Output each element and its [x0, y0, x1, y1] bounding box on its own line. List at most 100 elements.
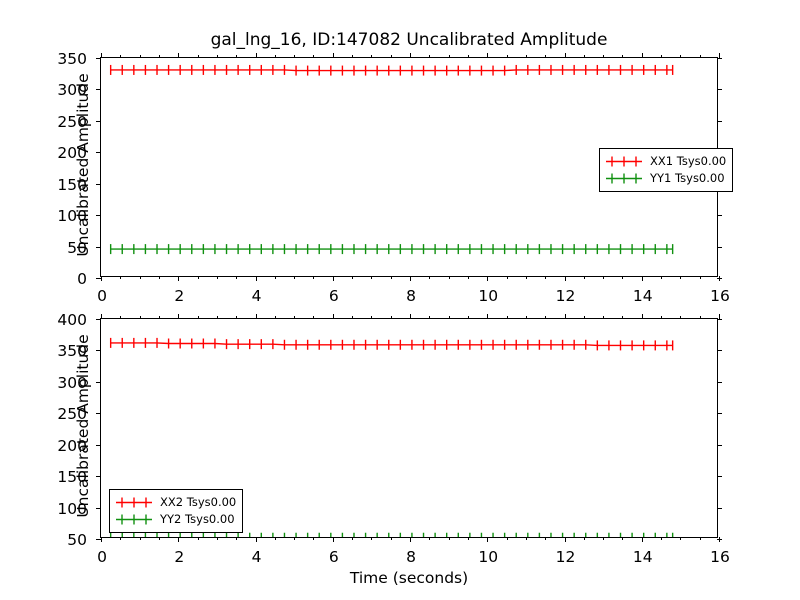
- x-minor-tick-top: [294, 55, 296, 58]
- x-tick-top: [487, 314, 489, 319]
- legend-item[interactable]: XX1 Tsys0.00: [605, 153, 726, 170]
- x-tick-label: 10: [478, 548, 499, 566]
- x-minor-tick-top: [352, 55, 354, 58]
- x-minor-tick-top: [525, 316, 527, 319]
- y-tick-label: 150: [57, 175, 87, 194]
- x-minor-tick: [371, 537, 373, 540]
- x-tick-label: 8: [406, 287, 416, 305]
- x-minor-tick-top: [313, 55, 315, 58]
- legend-item[interactable]: YY2 Tsys0.00: [115, 511, 236, 528]
- x-minor-tick: [120, 276, 122, 279]
- x-tick: 6: [329, 276, 339, 305]
- y-tick-label: 250: [57, 405, 87, 424]
- y-tick: 350: [57, 342, 101, 360]
- x-minor-tick: [680, 537, 682, 540]
- x-tick-label: 4: [251, 287, 262, 305]
- x-minor-tick: [139, 276, 141, 279]
- y-tick-right: [717, 58, 722, 59]
- x-minor-tick-top: [158, 55, 160, 58]
- y-tick: 300: [57, 374, 101, 392]
- x-axis-title: Time (seconds): [349, 569, 469, 587]
- y-tick-right: [717, 476, 722, 478]
- x-minor-tick: [352, 276, 354, 279]
- y-tick: 150: [57, 468, 101, 486]
- y-tick-right: [717, 413, 722, 415]
- y-tick: 400: [57, 311, 101, 329]
- x-minor-tick: [583, 537, 585, 540]
- x-minor-tick-top: [352, 316, 354, 319]
- x-minor-tick: [313, 537, 315, 540]
- x-minor-tick: [545, 276, 547, 279]
- x-minor-tick: [294, 537, 296, 540]
- x-minor-tick-top: [371, 316, 373, 319]
- chart-panel-top[interactable]: Uncalibrated Amplitude 0 50 100 150 200 250 30…: [57, 50, 734, 305]
- x-minor-tick-top: [603, 55, 605, 58]
- y-tick-label: 350: [57, 50, 87, 68]
- y-tick: 150: [57, 176, 101, 194]
- x-minor-tick-top: [236, 55, 238, 58]
- legend-item[interactable]: XX2 Tsys0.00: [115, 494, 236, 511]
- x-minor-tick-top: [506, 55, 508, 58]
- x-tick-label: 0: [97, 287, 107, 305]
- x-minor-tick-top: [680, 316, 682, 319]
- plot-area-top: [101, 58, 717, 276]
- x-tick: 4: [252, 276, 261, 305]
- legend-bottom[interactable]: XX2 Tsys0.00 YY2 Tsys0.00: [109, 489, 244, 533]
- legend-label: XX1 Tsys0.00: [650, 154, 727, 168]
- x-minor-tick-top: [661, 316, 663, 319]
- x-minor-tick-top: [583, 55, 585, 58]
- x-minor-tick: [583, 276, 585, 279]
- x-tick: 10: [478, 537, 498, 566]
- data-series: [109, 64, 674, 76]
- x-minor-tick-top: [274, 55, 276, 58]
- y-tick-label: 400: [57, 311, 87, 329]
- series-canvas-bottom: [109, 337, 674, 537]
- x-tick-label: 12: [555, 287, 576, 305]
- legend-marker-yy1-icon: [606, 173, 642, 184]
- legend-label: XX2 Tsys0.00: [160, 495, 237, 509]
- legend-item[interactable]: YY1 Tsys0.00: [605, 170, 726, 187]
- x-minor-tick: [622, 537, 624, 540]
- x-minor-tick-top: [622, 55, 624, 58]
- x-tick: 14: [633, 537, 653, 566]
- legend-label: YY1 Tsys0.00: [650, 171, 725, 185]
- y-tick-right: [717, 444, 722, 446]
- x-minor-tick: [236, 276, 238, 279]
- x-tick-top: [101, 53, 102, 58]
- x-minor-tick: [680, 276, 682, 279]
- y-tick: 50: [67, 239, 101, 257]
- x-minor-tick-top: [139, 316, 141, 319]
- x-minor-tick-top: [274, 316, 276, 319]
- x-minor-tick-top: [371, 55, 373, 58]
- chart-panel-bottom[interactable]: Uncalibrated Amplitude Time (seconds) 50…: [57, 311, 729, 587]
- x-tick: 0: [97, 276, 107, 305]
- y-tick-label: 300: [57, 373, 87, 392]
- x-minor-tick: [603, 537, 605, 540]
- x-minor-tick: [313, 276, 315, 279]
- x-minor-tick-top: [429, 55, 431, 58]
- x-minor-tick-top: [429, 316, 431, 319]
- x-minor-tick-top: [699, 316, 701, 319]
- y-tick: 250: [57, 113, 101, 131]
- x-minor-tick: [274, 276, 276, 279]
- x-minor-tick: [622, 276, 624, 279]
- x-minor-tick: [506, 537, 508, 540]
- x-tick-top: [178, 53, 180, 58]
- x-tick: 14: [633, 276, 653, 305]
- x-minor-tick: [216, 537, 218, 540]
- x-tick-top: [178, 314, 180, 319]
- x-minor-tick-top: [197, 316, 199, 319]
- x-tick-label: 6: [328, 548, 339, 566]
- x-tick: 6: [329, 537, 339, 566]
- x-tick: 8: [406, 276, 416, 305]
- legend-top[interactable]: XX1 Tsys0.00 YY1 Tsys0.00: [599, 148, 734, 192]
- y-tick: 200: [57, 144, 101, 162]
- y-tick-label: 150: [57, 468, 87, 487]
- y-tick-label: 250: [57, 112, 87, 131]
- x-minor-tick: [158, 537, 160, 540]
- x-minor-tick-top: [525, 55, 527, 58]
- y-tick-label: 350: [57, 342, 87, 361]
- x-minor-tick: [390, 276, 392, 279]
- x-minor-tick-top: [216, 55, 218, 58]
